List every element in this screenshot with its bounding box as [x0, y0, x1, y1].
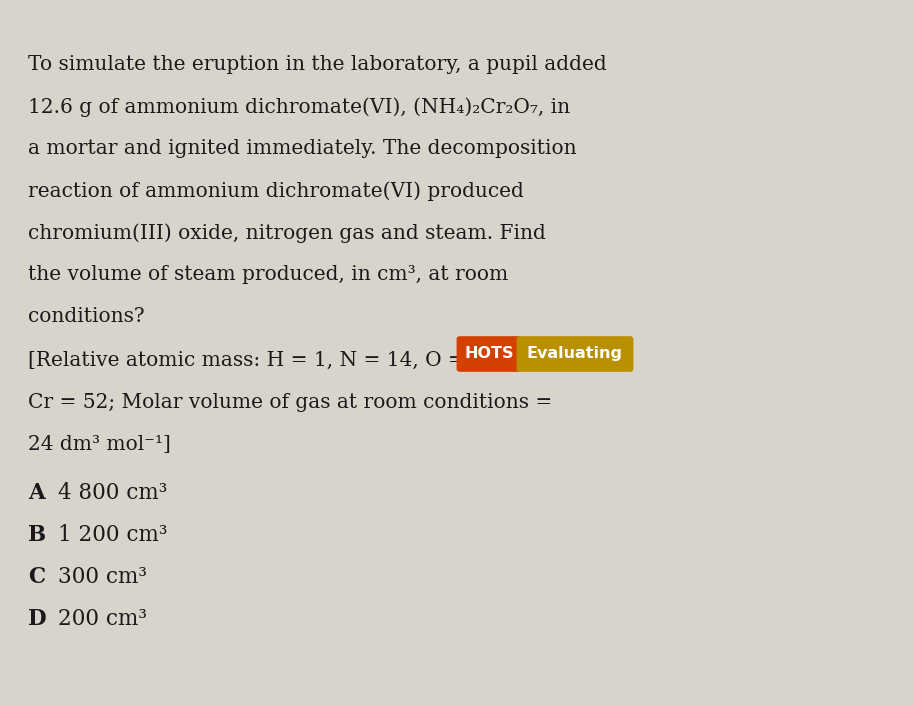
- Text: To simulate the eruption in the laboratory, a pupil added: To simulate the eruption in the laborato…: [28, 55, 607, 74]
- Text: 12.6 g of ammonium dichromate(VI), (NH₄)₂Cr₂O₇, in: 12.6 g of ammonium dichromate(VI), (NH₄)…: [28, 97, 570, 116]
- Text: 200 cm³: 200 cm³: [58, 608, 147, 630]
- Text: [Relative atomic mass: H = 1, N = 14, O = 16,: [Relative atomic mass: H = 1, N = 14, O …: [28, 351, 504, 370]
- Text: 300 cm³: 300 cm³: [58, 566, 147, 588]
- Text: 24 dm³ mol⁻¹]: 24 dm³ mol⁻¹]: [28, 435, 171, 454]
- Text: 1 200 cm³: 1 200 cm³: [58, 524, 167, 546]
- Text: B: B: [28, 524, 46, 546]
- Text: Evaluating: Evaluating: [527, 346, 623, 362]
- Text: HOTS: HOTS: [464, 346, 514, 362]
- Text: C: C: [28, 566, 45, 588]
- Text: a mortar and ignited immediately. The decomposition: a mortar and ignited immediately. The de…: [28, 139, 577, 158]
- FancyBboxPatch shape: [457, 337, 521, 371]
- Text: D: D: [28, 608, 47, 630]
- Text: reaction of ammonium dichromate(VI) produced: reaction of ammonium dichromate(VI) prod…: [28, 181, 524, 201]
- Text: conditions?: conditions?: [28, 307, 144, 326]
- Text: chromium(III) oxide, nitrogen gas and steam. Find: chromium(III) oxide, nitrogen gas and st…: [28, 223, 546, 243]
- Text: A: A: [28, 482, 45, 504]
- Text: the volume of steam produced, in cm³, at room: the volume of steam produced, in cm³, at…: [28, 265, 508, 284]
- FancyBboxPatch shape: [517, 337, 632, 371]
- Text: 4 800 cm³: 4 800 cm³: [58, 482, 167, 504]
- Text: Cr = 52; Molar volume of gas at room conditions =: Cr = 52; Molar volume of gas at room con…: [28, 393, 552, 412]
